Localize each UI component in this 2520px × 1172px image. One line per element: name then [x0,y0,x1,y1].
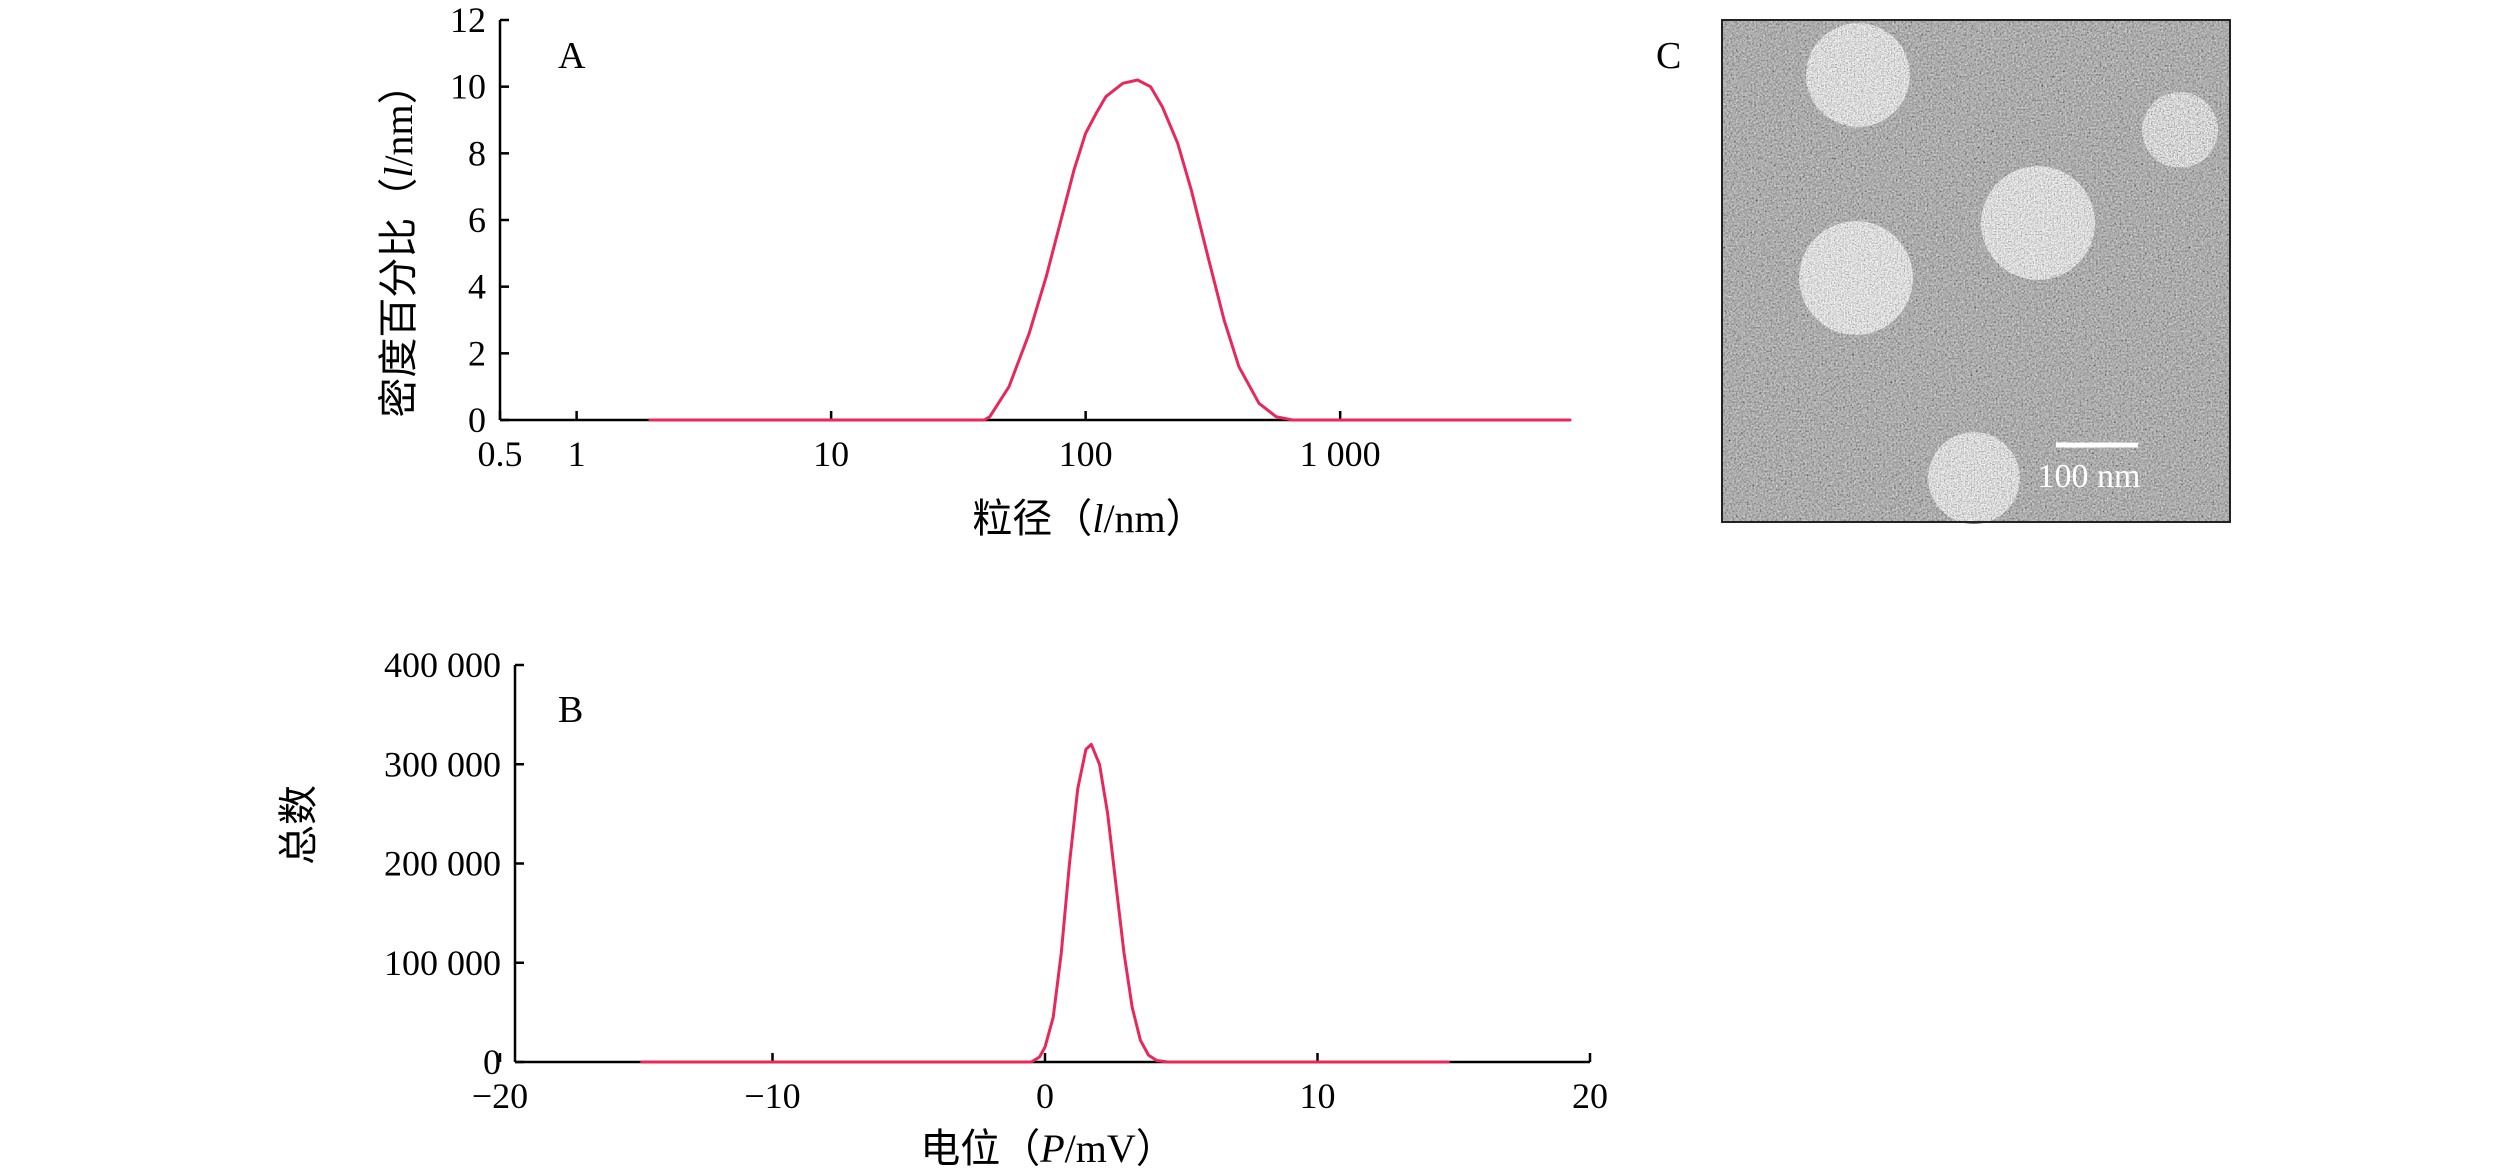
series-line [640,742,1450,1064]
panel-b-chart: B 0 100 000 200 000 300 000 400 000 −20 −10 0 10… [276,645,1608,1172]
panel-a-chart: A 0 2 4 6 8 10 12 0.5 1 10 100 1 000 粒径（l/nm） 密度百分比… [376,0,1572,542]
panel-a-y-axis-title: 密度百分比（l/nm） [376,64,422,417]
x-tick-label: 10 [1300,1076,1336,1116]
micrograph-border [1721,19,2231,523]
panel-a-axes: 0 2 4 6 8 10 12 0.5 1 10 100 1 000 [450,0,1570,474]
panel-b-y-axis-title: 总数 [276,785,322,865]
x-tick-label: −10 [744,1076,800,1116]
panel-b-letter: B [558,689,583,731]
y-tick-label: 300 000 [384,744,501,784]
panel-c-letter: C [1656,35,1681,77]
y-tick-label: 100 000 [384,943,501,983]
scale-bar-label: 100 nm [2038,458,2141,495]
y-tick-label: 4 [468,267,486,307]
panel-a-x-axis-title: 粒径（l/nm） [972,496,1205,542]
panel-b-x-axis-title: 电位（P/mV） [920,1126,1176,1172]
x-tick-label: 1 [568,434,586,474]
panel-b-plot [640,742,1450,1064]
y-tick-label: 2 [468,333,486,373]
x-tick-label: 10 [813,434,849,474]
x-tick-label: −20 [472,1076,528,1116]
panel-a-letter: A [558,35,586,77]
y-tick-label: 0 [483,1042,501,1082]
y-tick-label: 12 [450,0,486,40]
x-tick-label: 20 [1572,1076,1608,1116]
y-tick-label: 10 [450,67,486,107]
x-tick-label: 0 [1036,1076,1054,1116]
series-line [648,78,1572,422]
y-tick-label: 200 000 [384,844,501,884]
y-tick-label: 6 [468,200,486,240]
y-tick-label: 0 [468,400,486,440]
x-tick-label: 1 000 [1300,434,1381,474]
panel-a-plot [648,78,1572,422]
panel-c-micrograph: C 100 nm [1656,19,2231,524]
x-tick-label: 0.5 [478,434,523,474]
y-tick-label: 8 [468,133,486,173]
y-tick-label: 400 000 [384,645,501,685]
x-tick-label: 100 [1059,434,1113,474]
